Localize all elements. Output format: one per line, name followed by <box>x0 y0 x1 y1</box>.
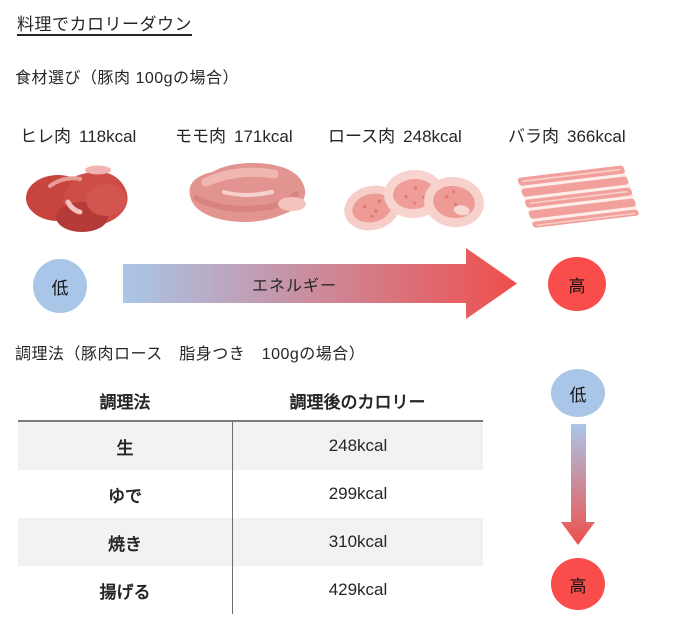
kcal-cell: 310kcal <box>232 518 483 566</box>
meat-label-loin: ロース肉 248kcal <box>328 122 462 147</box>
calorie-high-badge: 高 <box>551 558 605 610</box>
meat-kcal: 366kcal <box>567 127 626 146</box>
cooking-table: 調理法 調理後のカロリー 生 248kcal ゆで 299kcal 焼き 310… <box>18 380 483 614</box>
meat-label-belly: バラ肉 366kcal <box>508 122 626 147</box>
calorie-high-label: 高 <box>569 576 587 596</box>
column-header-method: 調理法 <box>99 392 151 412</box>
fillet-meat-image <box>26 165 128 232</box>
table-row: 揚げる 429kcal <box>18 566 483 614</box>
meat-kcal: 248kcal <box>403 127 462 146</box>
meat-name: バラ肉 <box>508 127 559 146</box>
loin-chops-image <box>344 169 484 231</box>
meat-kcal: 118kcal <box>79 127 137 146</box>
energy-low-badge: 低 <box>33 259 87 313</box>
kcal-cell: 429kcal <box>232 566 483 614</box>
meat-kcal: 171kcal <box>234 127 293 146</box>
ingredient-heading: 食材選び（豚肉 100gの場合） <box>15 70 240 87</box>
meat-label-thigh: モモ肉 171kcal <box>175 122 293 147</box>
belly-bacon-image <box>517 165 639 228</box>
table-row: ゆで 299kcal <box>18 470 483 518</box>
energy-axis-label: エネルギー <box>251 277 337 295</box>
calorie-low-label: 低 <box>569 385 587 405</box>
energy-low-label: 低 <box>51 278 69 298</box>
table-row: 生 248kcal <box>18 422 483 470</box>
calorie-low-badge: 低 <box>551 369 605 417</box>
energy-high-label: 高 <box>568 276 586 296</box>
method-cell: 生 <box>116 438 134 458</box>
page-title: 料理でカロリーダウン <box>17 15 192 34</box>
meat-name: ヒレ肉 <box>20 127 71 146</box>
thigh-meat-image <box>189 163 306 222</box>
table-header-row: 調理法 調理後のカロリー <box>18 380 483 422</box>
kcal-cell: 248kcal <box>232 422 483 470</box>
calorie-gradient-arrow-icon <box>561 424 595 545</box>
energy-arrow: エネルギー <box>123 248 518 319</box>
cooking-heading: 調理法（豚肉ロース 脂身つき 100gの場合） <box>15 346 366 363</box>
meat-label-fillet: ヒレ肉 118kcal <box>20 122 136 147</box>
energy-gradient-arrow-icon <box>123 248 517 319</box>
table-row: 焼き 310kcal <box>18 518 483 566</box>
energy-high-badge: 高 <box>548 257 606 311</box>
method-cell: 焼き <box>108 534 142 554</box>
column-header-kcal: 調理後のカロリー <box>289 392 426 412</box>
meat-name: ロース肉 <box>328 127 396 146</box>
kcal-cell: 299kcal <box>232 470 483 518</box>
method-cell: ゆで <box>108 486 142 506</box>
method-cell: 揚げる <box>99 582 151 602</box>
meat-name: モモ肉 <box>175 127 226 146</box>
